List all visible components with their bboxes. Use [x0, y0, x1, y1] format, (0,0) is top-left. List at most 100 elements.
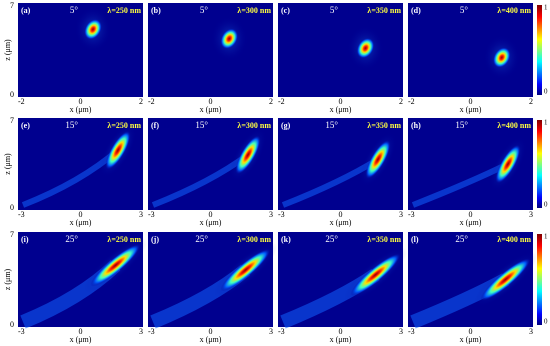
x-tick-label: 0: [339, 327, 343, 336]
x-tick-label: 3: [399, 327, 403, 336]
panel-label: (k): [281, 235, 291, 244]
colorbar-tick-label: 0: [544, 318, 548, 326]
panel-label: (c): [281, 6, 290, 15]
z-tick-label: 0: [10, 90, 14, 99]
x-tick-label: 2: [269, 97, 273, 106]
x-tick-label: 0: [209, 327, 213, 336]
wavelength-label: λ=400 nm: [497, 6, 531, 15]
field-spot: [365, 140, 391, 179]
field-spot: [90, 243, 141, 287]
wavelength-label: λ=250 nm: [107, 121, 141, 130]
panel-label: (d): [411, 6, 421, 15]
x-tick-label: -2: [278, 97, 285, 106]
wavelength-label: λ=350 nm: [367, 121, 401, 130]
angle-label: 5°: [200, 5, 209, 15]
x-tick-label: 3: [269, 327, 273, 336]
angle-label: 25°: [195, 234, 208, 244]
wavelength-label: λ=250 nm: [107, 235, 141, 244]
angle-label: 15°: [65, 120, 78, 130]
x-tick-label: 3: [529, 327, 533, 336]
x-tick-label: -3: [148, 210, 155, 219]
angle-label: 25°: [65, 234, 78, 244]
field-spot: [84, 18, 102, 40]
x-tick-label: 0: [339, 210, 343, 219]
x-tick-label: 3: [139, 210, 143, 219]
x-tick-label: 3: [529, 210, 533, 219]
colorbar: [537, 120, 542, 208]
x-axis-label: x (μm): [330, 335, 352, 344]
x-axis-label: x (μm): [460, 335, 482, 344]
heatmap-background: [148, 3, 273, 97]
x-axis-label: x (μm): [70, 335, 92, 344]
x-tick-label: -2: [148, 97, 155, 106]
field-spot: [220, 28, 239, 50]
z-tick-label: 7: [10, 1, 14, 10]
x-tick-label: 0: [79, 327, 83, 336]
x-tick-label: -3: [278, 327, 285, 336]
y-axis-label: z (μm): [3, 39, 12, 61]
x-axis-label: x (μm): [70, 105, 92, 114]
field-spot: [105, 130, 131, 170]
angle-label: 5°: [330, 5, 339, 15]
x-axis-label: x (μm): [460, 105, 482, 114]
x-tick-label: 0: [79, 210, 83, 219]
y-axis-label: z (μm): [3, 153, 12, 175]
x-tick-label: -2: [408, 97, 415, 106]
colorbar-tick-label: 0: [544, 201, 548, 209]
x-axis-label: x (μm): [330, 218, 352, 227]
z-tick-label: 0: [10, 320, 14, 329]
heatmap-background: [278, 3, 403, 97]
colorbar-tick-label: 1: [544, 233, 548, 241]
angle-label: 25°: [325, 234, 338, 244]
z-tick-label: 7: [10, 116, 14, 125]
x-tick-label: -3: [408, 327, 415, 336]
x-axis-label: x (μm): [200, 105, 222, 114]
field-spot: [220, 248, 271, 292]
colorbar: [537, 234, 542, 325]
panel-label: (h): [411, 121, 421, 130]
x-axis-label: x (μm): [70, 218, 92, 227]
y-axis-label: z (μm): [3, 268, 12, 290]
panel-label: (l): [411, 235, 419, 244]
colorbar-tick-label: 1: [544, 119, 548, 127]
panel-label: (e): [21, 121, 30, 130]
x-tick-label: 0: [209, 97, 213, 106]
x-tick-label: 3: [269, 210, 273, 219]
wavelength-label: λ=400 nm: [497, 235, 531, 244]
wavelength-label: λ=300 nm: [237, 121, 271, 130]
angle-label: 5°: [70, 5, 79, 15]
wavelength-label: λ=400 nm: [497, 121, 531, 130]
colorbar-tick-label: 1: [544, 4, 548, 12]
x-axis-label: x (μm): [330, 105, 352, 114]
wavelength-label: λ=300 nm: [237, 235, 271, 244]
x-tick-label: -3: [18, 327, 25, 336]
x-tick-label: 3: [399, 210, 403, 219]
x-tick-label: -3: [148, 327, 155, 336]
wavelength-label: λ=350 nm: [367, 6, 401, 15]
x-axis-label: x (μm): [460, 218, 482, 227]
x-axis-label: x (μm): [200, 335, 222, 344]
field-spot: [480, 258, 531, 301]
panel-label: (b): [151, 6, 161, 15]
field-spot: [350, 253, 401, 297]
angle-label: 15°: [455, 120, 468, 130]
x-tick-label: 0: [469, 210, 473, 219]
field-spot: [492, 47, 511, 68]
field-spot: [356, 37, 375, 59]
x-tick-label: 2: [399, 97, 403, 106]
panel-label: (g): [281, 121, 291, 130]
angle-label: 25°: [455, 234, 468, 244]
wavelength-label: λ=300 nm: [237, 6, 271, 15]
x-tick-label: -3: [18, 210, 25, 219]
angle-label: 15°: [325, 120, 338, 130]
wavelength-label: λ=250 nm: [107, 6, 141, 15]
x-tick-label: 0: [469, 327, 473, 336]
field-spot: [235, 135, 261, 175]
angle-label: 15°: [195, 120, 208, 130]
panel-label: (a): [21, 6, 31, 15]
colorbar: [537, 5, 542, 95]
panel-label: (f): [151, 121, 159, 130]
z-tick-label: 0: [10, 203, 14, 212]
panel-label: (i): [21, 235, 29, 244]
